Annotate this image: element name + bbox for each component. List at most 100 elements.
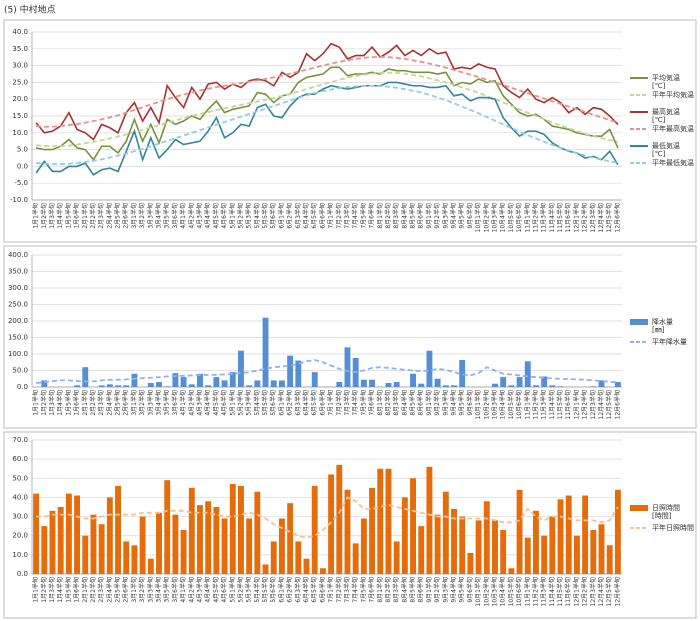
x-tick-label: 10月4半旬 (499, 203, 507, 232)
x-tick-label: 4月2半旬 (187, 203, 195, 229)
legend-unit: [℃] (652, 82, 666, 90)
legend-label: 平年降水量 (652, 337, 687, 346)
bar (319, 568, 326, 574)
x-tick-label: 6月2半旬 (286, 390, 294, 416)
bar (508, 568, 515, 574)
bar (188, 384, 195, 387)
bar (164, 386, 171, 387)
line (36, 55, 619, 128)
legend-swatch (630, 319, 648, 325)
x-tick-label: 1月2半旬 (40, 203, 48, 229)
x-tick-label: 7月3半旬 (343, 203, 351, 229)
bar (459, 516, 466, 574)
x-tick-label: 9月5半旬 (458, 203, 466, 229)
x-tick-label: 8月5半旬 (409, 390, 417, 416)
bar (139, 516, 146, 574)
bar (262, 564, 269, 574)
x-tick-label: 4月3半旬 (195, 203, 203, 229)
y-tick-label: 30.0 (12, 62, 28, 70)
x-tick-label: 7月3半旬 (343, 577, 351, 603)
bar (418, 383, 425, 387)
bar (328, 474, 335, 574)
x-tick-label: 9月2半旬 (433, 203, 441, 229)
x-tick-label: 3月6半旬 (171, 203, 179, 229)
x-tick-label: 2月4半旬 (105, 577, 113, 603)
y-tick-label: 10.0 (12, 129, 28, 137)
x-tick-label: 2月3半旬 (97, 390, 105, 416)
x-tick-label: 9月3半旬 (441, 203, 449, 229)
x-tick-label: 8月1半旬 (376, 203, 384, 229)
x-tick-label: 2月6半旬 (122, 390, 130, 416)
x-tick-label: 9月5半旬 (458, 390, 466, 416)
x-tick-label: 3月3半旬 (146, 390, 154, 416)
bar (57, 507, 64, 574)
x-tick-label: 1月5半旬 (64, 390, 72, 416)
x-tick-label: 2月6半旬 (122, 577, 130, 603)
x-tick-label: 8月5半旬 (409, 577, 417, 603)
x-tick-label: 7月5半旬 (359, 577, 367, 603)
x-tick-label: 7月4半旬 (351, 203, 359, 229)
x-tick-label: 2月1半旬 (81, 390, 89, 416)
x-tick-label: 6月1半旬 (277, 390, 285, 416)
bar (516, 489, 523, 574)
x-tick-label: 3月4半旬 (155, 390, 163, 416)
x-tick-label: 3月1半旬 (130, 577, 138, 603)
x-tick-label: 12月1半旬 (572, 203, 580, 232)
x-tick-label: 11月3半旬 (540, 577, 548, 606)
x-tick-label: 9月6半旬 (466, 203, 474, 229)
legend-swatch (630, 505, 648, 511)
bar (131, 373, 138, 387)
x-tick-label: 12月4半旬 (597, 203, 605, 232)
bar (238, 485, 244, 574)
bar (524, 537, 531, 574)
y-tick-label: 20.0 (12, 95, 28, 103)
x-tick-label: 8月5半旬 (409, 203, 417, 229)
bar (410, 373, 416, 387)
bar (98, 385, 105, 387)
bar (188, 487, 195, 574)
x-tick-label: 5月2半旬 (236, 390, 244, 416)
x-tick-label: 2月5半旬 (114, 390, 122, 416)
x-tick-label: 3月5半旬 (163, 390, 171, 416)
x-tick-label: 1月3半旬 (48, 577, 56, 603)
x-tick-label: 3月1半旬 (130, 390, 138, 416)
x-tick-label: 5月5半旬 (261, 577, 269, 603)
x-tick-label: 12月3半旬 (589, 203, 597, 232)
x-tick-label: 6月4半旬 (302, 390, 310, 416)
x-tick-label: 5月1半旬 (228, 390, 236, 416)
x-tick-label: 3月3半旬 (146, 577, 154, 603)
x-tick-label: 8月3半旬 (392, 577, 400, 603)
bar (213, 507, 220, 574)
y-tick-label: 350.0 (8, 268, 28, 276)
x-tick-label: 1月1半旬 (32, 390, 40, 416)
y-tick-label: 60.0 (12, 455, 28, 463)
legend-unit: [℃] (652, 116, 666, 124)
bar (418, 526, 425, 574)
bar (533, 385, 539, 387)
x-tick-label: 6月4半旬 (302, 577, 310, 603)
x-tick-label: 6月5半旬 (310, 390, 318, 416)
bar (524, 361, 531, 387)
x-tick-label: 3月5半旬 (163, 577, 171, 603)
x-tick-label: 3月4半旬 (155, 203, 163, 229)
x-tick-label: 1月2半旬 (40, 390, 48, 416)
line (36, 496, 619, 539)
y-tick-label: 250.0 (8, 301, 28, 309)
x-tick-label: 4月4半旬 (204, 390, 212, 416)
bar (401, 497, 408, 574)
x-tick-label: 5月3半旬 (245, 577, 253, 603)
y-tick-label: 15.0 (12, 112, 28, 120)
bar (295, 360, 302, 387)
x-tick-label: 8月6半旬 (417, 203, 425, 229)
x-tick-label: 7月6半旬 (368, 577, 376, 603)
bar (475, 520, 482, 574)
x-tick-label: 11月4半旬 (548, 203, 556, 232)
bar (459, 359, 466, 387)
bar (156, 512, 162, 574)
x-tick-label: 3月5半旬 (163, 203, 171, 229)
x-tick-label: 5月2半旬 (236, 203, 244, 229)
x-tick-label: 10月3半旬 (490, 390, 498, 419)
bar (393, 541, 400, 574)
y-tick-label: 40.0 (12, 28, 28, 36)
bar (590, 529, 597, 574)
